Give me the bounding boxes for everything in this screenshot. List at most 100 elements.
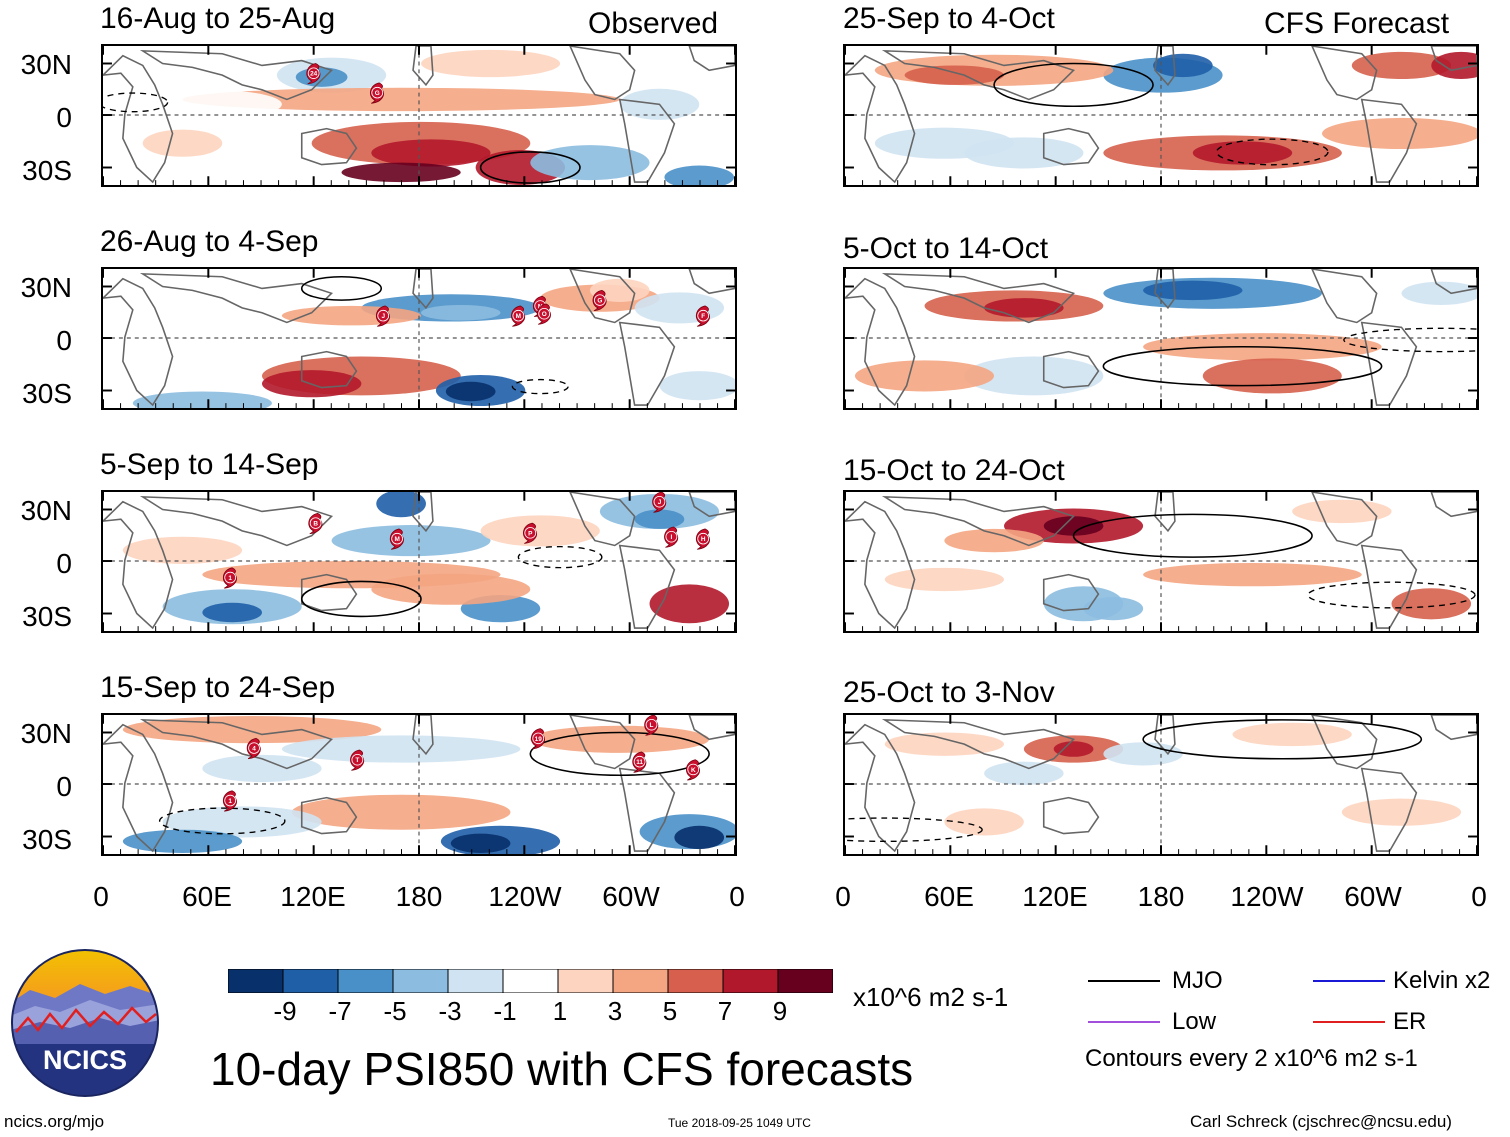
anomaly-blob: [1341, 798, 1462, 826]
logo-text: NCICS: [43, 1045, 127, 1075]
hurricane-icon: 11: [632, 751, 647, 773]
anomaly-blob: [122, 829, 243, 854]
forecast-panel-title: 25-Sep to 4-Oct: [843, 2, 1055, 35]
mjo-contour: [300, 580, 422, 618]
anomaly-blob: [884, 732, 1004, 756]
er-legend-label: ER: [1393, 1008, 1427, 1035]
coastline: [1430, 715, 1477, 741]
anomaly-blob: [1043, 516, 1104, 536]
low-legend-label: Low: [1172, 1008, 1217, 1035]
colorbar-label: -3: [438, 996, 462, 1026]
lat-label-30s: 30S: [22, 824, 72, 855]
storm-label: 24: [310, 71, 318, 78]
mjo-contour-dashed: [103, 92, 169, 113]
coastline: [1154, 269, 1176, 310]
coastline: [139, 495, 334, 547]
mjo-contour: [300, 275, 383, 301]
cfs-forecast-header: CFS Forecast: [1264, 7, 1450, 40]
lon-label: 120W: [488, 881, 562, 912]
coastline: [1311, 269, 1378, 324]
colorbar-swatch: [722, 968, 779, 994]
anomaly-blob: [142, 129, 223, 157]
storm-label: 1: [228, 798, 232, 805]
kelvin-legend-line: [1313, 980, 1385, 982]
coastline: [103, 54, 174, 184]
lat-label-0: 0: [56, 548, 72, 579]
coastline: [412, 46, 434, 87]
footer-author: Carl Schreck (cjschrec@ncsu.edu): [1190, 1112, 1452, 1131]
coastline: [688, 492, 735, 518]
hurricane-icon: M: [511, 305, 526, 327]
coastline: [881, 49, 1076, 101]
mjo-contour: [993, 62, 1154, 108]
lat-label-30s: 30S: [22, 601, 72, 632]
observed-panel-title: 5-Sep to 14-Sep: [100, 448, 319, 481]
lon-label: 0: [93, 881, 109, 912]
ncics-logo: NCICS: [10, 948, 160, 1098]
colorbar-swatch: [447, 968, 504, 994]
lat-label-30s: 30S: [22, 155, 72, 186]
anomaly-blob: [884, 567, 1004, 592]
lon-label: 60E: [924, 881, 974, 912]
anomaly-blob: [1232, 722, 1352, 747]
lon-label: 60W: [1344, 881, 1402, 912]
storm-label: G: [375, 90, 380, 97]
hurricane-icon: G: [370, 82, 384, 104]
observed-panel-title: 15-Sep to 24-Sep: [100, 671, 336, 704]
anomaly-blob: [530, 725, 710, 753]
coastline: [881, 495, 1076, 547]
lon-label: 180: [395, 881, 443, 912]
colorbar-label: -9: [273, 996, 297, 1026]
anomaly-blob: [1391, 588, 1472, 620]
hurricane-icon: G: [592, 289, 607, 312]
anomaly-blob: [331, 525, 491, 557]
anomaly-blob: [1083, 596, 1144, 621]
forecast-map-panel-3: [843, 490, 1479, 633]
observed-panel-title: 16-Aug to 25-Aug: [100, 2, 336, 35]
storm-label: 4: [252, 746, 256, 753]
coastline: [688, 269, 735, 295]
anomaly-blob: [904, 65, 1004, 85]
anomaly-blob: [664, 165, 734, 185]
hurricane-icon: I: [664, 526, 679, 548]
hurricane-icon: F: [695, 305, 710, 327]
hurricane-icon: L: [644, 715, 659, 736]
hurricane-icon: 1: [222, 567, 237, 589]
lat-label-30n: 30N: [20, 49, 72, 80]
mjo-contour: [1142, 719, 1423, 760]
lon-label: 60E: [182, 881, 232, 912]
coastline: [569, 269, 636, 324]
hurricane-icon: H: [695, 528, 710, 550]
observed-map-panel-1: 24 G: [101, 44, 737, 187]
mjo-contour: [1102, 345, 1383, 387]
coastline: [300, 796, 358, 835]
anomaly-field: B M P J I H 1: [103, 492, 735, 631]
coastline: [139, 49, 334, 101]
coastline: [139, 718, 334, 770]
mjo-contour-dashed: [1215, 138, 1329, 166]
observed-map-panel-2: JMNOGF: [101, 267, 737, 410]
coastline: [1430, 46, 1477, 72]
mjo-contour-dashed: [517, 545, 603, 569]
coastline: [412, 492, 434, 533]
storm-label: J: [658, 499, 662, 506]
anomaly-blob: [1143, 562, 1362, 587]
anomaly-blob: [1431, 51, 1477, 80]
anomaly-blob: [480, 515, 600, 547]
colorbar-swatch: [282, 968, 339, 994]
coastline: [1154, 492, 1176, 533]
coastline: [103, 277, 174, 407]
hurricane-icon: J: [652, 492, 667, 513]
anomaly-field: JMNOGF: [103, 269, 735, 408]
anomaly-blob: [530, 145, 650, 181]
anomaly-blob: [964, 356, 1104, 396]
coastline: [139, 272, 334, 324]
observed-map-panel-4: 4 T 19 L 11 K 1: [101, 713, 737, 856]
coastline: [688, 715, 735, 741]
hurricane-icon: T: [350, 749, 365, 771]
coastline: [1430, 492, 1477, 518]
anomaly-blob: [122, 536, 243, 564]
contour-note: Contours every 2 x10^6 m2 s-1: [1085, 1045, 1418, 1072]
hurricane-icon: 4: [246, 737, 261, 760]
colorbar-label: -1: [493, 996, 517, 1026]
